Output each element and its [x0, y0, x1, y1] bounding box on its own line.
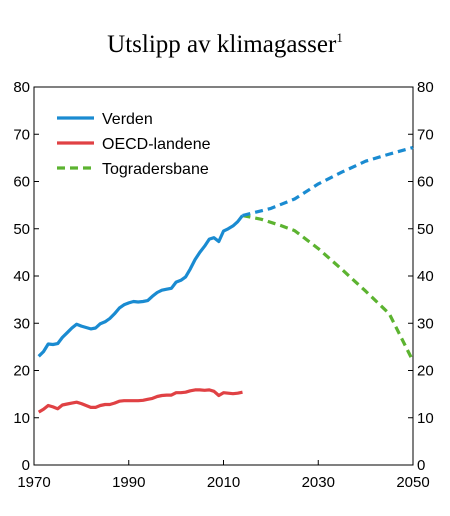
- y-tick-right-label: 40: [417, 268, 434, 285]
- y-tick-right-label: 60: [417, 174, 434, 191]
- series-oecd-landene-line: [37, 388, 243, 414]
- y-tick-right-label: 10: [417, 410, 434, 427]
- y-tick-right-label: 30: [417, 315, 434, 332]
- y-tick-left-label: 30: [13, 315, 30, 332]
- y-tick-left-label: 0: [22, 457, 30, 474]
- y-tick-left-label: 20: [13, 363, 30, 380]
- series-verden-line: [37, 214, 244, 358]
- y-tick-right-label: 20: [417, 363, 434, 380]
- x-tick-label: 2010: [207, 474, 240, 491]
- y-tick-left-label: 70: [13, 126, 30, 143]
- series-verden-projection-line: [242, 145, 414, 218]
- legend: Verden OECD-landene Togradersbane: [57, 111, 211, 178]
- x-tick-label: 2030: [302, 474, 335, 491]
- y-tick-left-label: 40: [13, 268, 30, 285]
- chart-title: Utslipp av klimagasser1: [107, 30, 343, 58]
- y-tick-right-label: 70: [417, 126, 434, 143]
- series-togradersbane-line: [242, 213, 415, 362]
- x-tick-label: 1970: [17, 474, 50, 491]
- legend-label-togradersbane: Togradersbane: [102, 161, 209, 178]
- y-tick-left-label: 60: [13, 174, 30, 191]
- legend-label-oecd-landene: OECD-landene: [102, 136, 211, 153]
- y-tick-right-label: 80: [417, 79, 434, 96]
- chart-title-superscript: 1: [336, 30, 343, 45]
- x-tick-label: 2050: [396, 474, 429, 491]
- x-tick-label: 1990: [112, 474, 145, 491]
- chart-title-main: Utslipp av klimagasser: [107, 31, 337, 58]
- y-tick-right-label: 0: [417, 457, 425, 474]
- y-tick-left-label: 80: [13, 79, 30, 96]
- y-tick-right-label: 50: [417, 221, 434, 238]
- legend-label-verden: Verden: [102, 111, 153, 128]
- y-tick-left-label: 50: [13, 221, 30, 238]
- series-layer: [37, 145, 415, 414]
- y-tick-left-label: 10: [13, 410, 30, 427]
